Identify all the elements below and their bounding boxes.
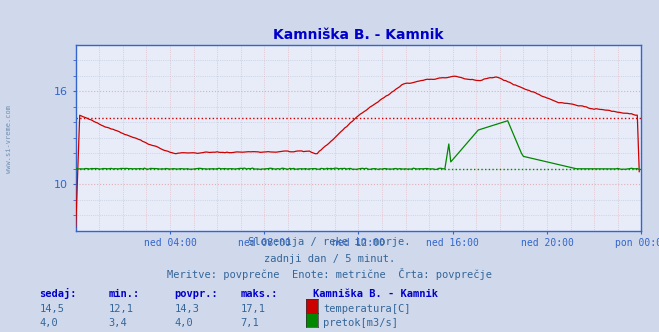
Text: pretok[m3/s]: pretok[m3/s] — [323, 318, 398, 328]
Text: 12,1: 12,1 — [109, 304, 134, 314]
Text: www.si-vreme.com: www.si-vreme.com — [5, 106, 12, 173]
Text: sedaj:: sedaj: — [40, 288, 77, 299]
Text: zadnji dan / 5 minut.: zadnji dan / 5 minut. — [264, 254, 395, 264]
Text: 7,1: 7,1 — [241, 318, 259, 328]
Text: 4,0: 4,0 — [40, 318, 58, 328]
Text: Kamniška B. - Kamnik: Kamniška B. - Kamnik — [313, 289, 438, 299]
Text: maks.:: maks.: — [241, 289, 278, 299]
Text: 17,1: 17,1 — [241, 304, 266, 314]
Text: Meritve: povprečne  Enote: metrične  Črta: povprečje: Meritve: povprečne Enote: metrične Črta:… — [167, 268, 492, 280]
Text: 14,3: 14,3 — [175, 304, 200, 314]
Text: 14,5: 14,5 — [40, 304, 65, 314]
Text: min.:: min.: — [109, 289, 140, 299]
Text: 4,0: 4,0 — [175, 318, 193, 328]
Text: povpr.:: povpr.: — [175, 289, 218, 299]
Title: Kamniška B. - Kamnik: Kamniška B. - Kamnik — [273, 28, 444, 42]
Text: Slovenija / reke in morje.: Slovenija / reke in morje. — [248, 237, 411, 247]
Text: 3,4: 3,4 — [109, 318, 127, 328]
Text: temperatura[C]: temperatura[C] — [323, 304, 411, 314]
